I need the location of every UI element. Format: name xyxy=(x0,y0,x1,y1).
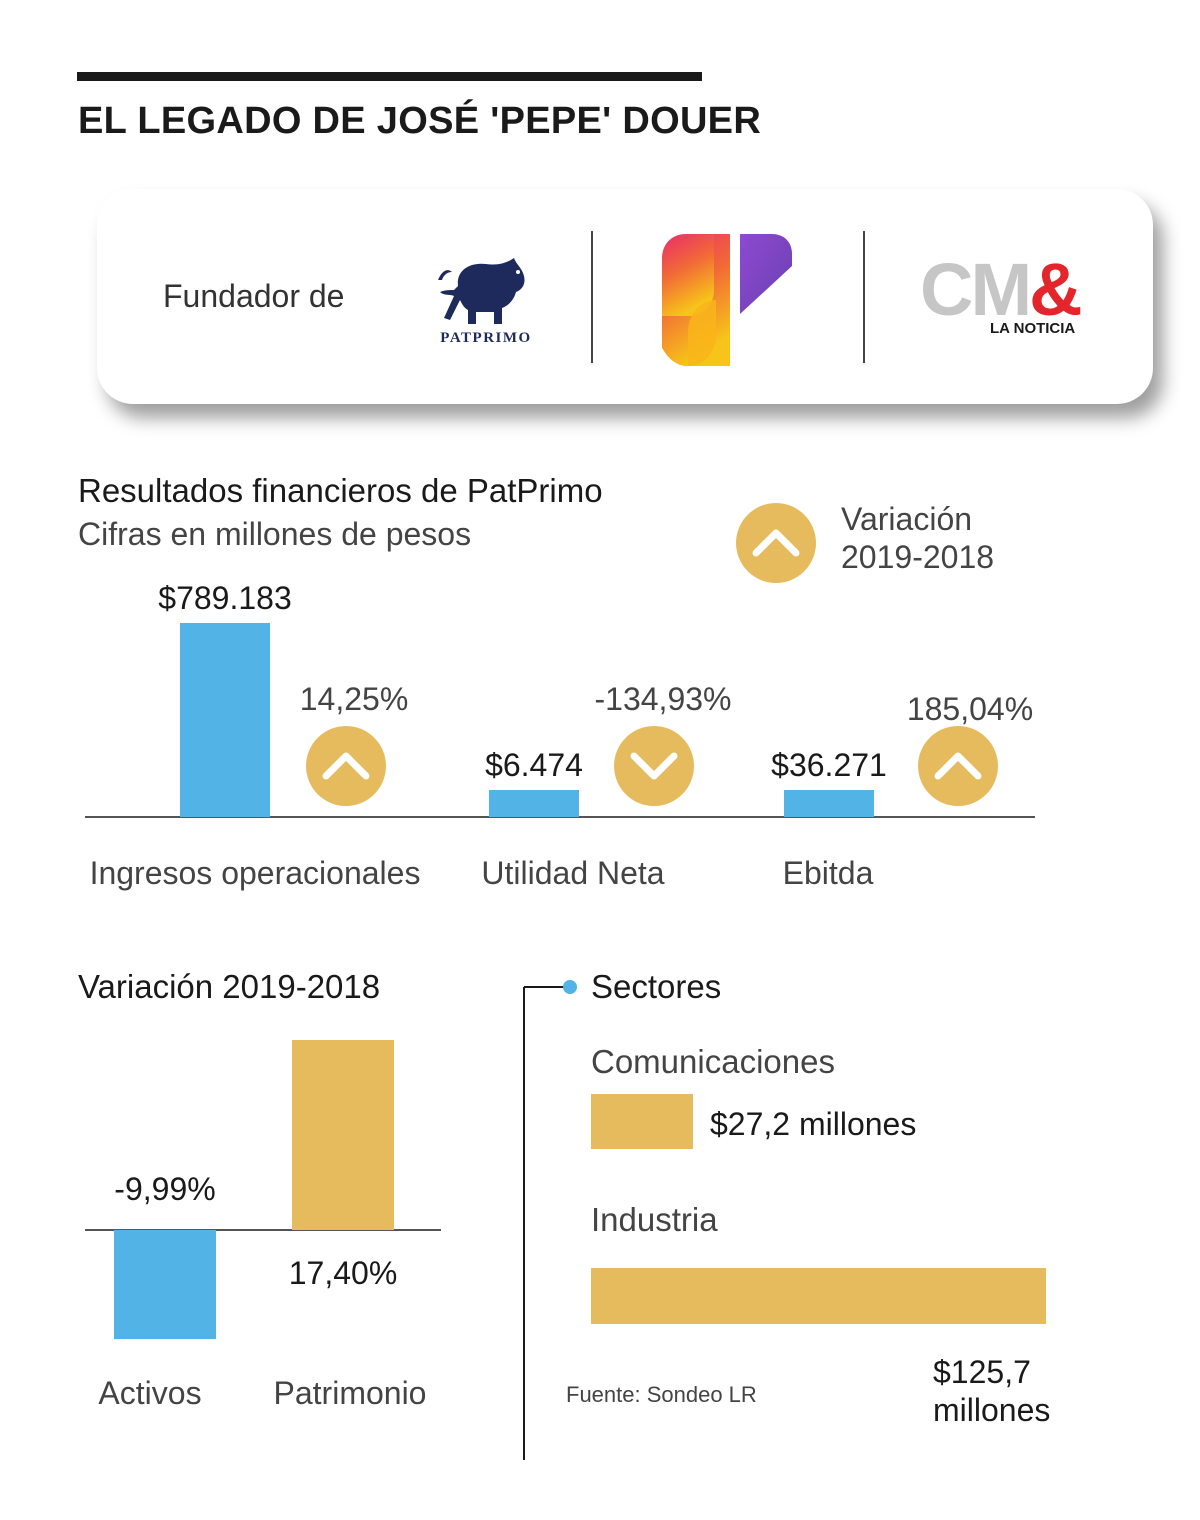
sectors-connector xyxy=(523,980,577,1460)
legend-label-line2: 2019-2018 xyxy=(841,539,995,575)
legend-label-line1: Variación xyxy=(841,501,973,537)
founder-label: Fundador de xyxy=(163,278,345,314)
logo-divider xyxy=(591,231,593,363)
patprimo-logo-text: PATPRIMO xyxy=(440,330,532,346)
sectors-bullet xyxy=(563,980,577,994)
legend-arrow-up-icon xyxy=(736,503,816,583)
sector-label-comunicaciones: Comunicaciones xyxy=(591,1043,835,1080)
cm-logo: CM& xyxy=(920,248,1083,331)
bar-industria xyxy=(591,1268,1046,1324)
source-note: Fuente: Sondeo LR xyxy=(566,1382,757,1407)
patprimo-lion-logo xyxy=(438,258,525,324)
variation-label: 14,25% xyxy=(300,681,409,717)
variation-label: 185,04% xyxy=(907,691,1033,727)
category-label: Activos xyxy=(98,1375,201,1411)
category-label: Ebitda xyxy=(783,855,874,891)
top-rule xyxy=(77,72,702,81)
financial-results-subtitle: Cifras en millones de pesos xyxy=(78,516,472,552)
variation-title: Variación 2019-2018 xyxy=(78,968,381,1005)
bar-value-label: $789.183 xyxy=(158,580,291,616)
bar-patrimonio xyxy=(292,1040,394,1230)
page-title: EL LEGADO DE JOSÉ 'PEPE' DOUER xyxy=(78,100,762,142)
sectors-chart: Comunicaciones $27,2 millones Industria $12… xyxy=(591,1043,1050,1428)
variation-label: -134,93% xyxy=(595,681,732,717)
bar-value-label: $27,2 millones xyxy=(710,1106,916,1142)
bar-2 xyxy=(489,790,579,817)
channel-1-logo xyxy=(662,234,792,366)
sector-label-industria: Industria xyxy=(591,1201,718,1238)
category-label: Utilidad Neta xyxy=(481,855,664,891)
bar-value-label: $36.271 xyxy=(771,747,887,783)
financial-results-chart: $789.183 14,25% $6.474 -134,93% $36.271 185,0… xyxy=(85,580,1035,891)
cm-logo-tagline: LA NOTICIA xyxy=(990,320,1076,337)
arrow-up-icon xyxy=(306,726,386,806)
logo-divider xyxy=(863,231,865,363)
founder-card xyxy=(97,189,1153,404)
category-label: Ingresos operacionales xyxy=(90,855,421,891)
bar-value-label: millones xyxy=(933,1392,1050,1428)
bar-3 xyxy=(784,790,874,817)
financial-results-title: Resultados financieros de PatPrimo xyxy=(78,472,603,509)
sectors-title: Sectores xyxy=(591,968,722,1005)
bar-activos xyxy=(114,1230,216,1340)
bar-1 xyxy=(180,623,270,817)
variation-chart: -9,99% Activos 17,40% Patrimonio xyxy=(85,1040,441,1411)
bar-comunicaciones xyxy=(591,1094,693,1149)
bar-value-label: 17,40% xyxy=(289,1255,398,1291)
bar-value-label: -9,99% xyxy=(114,1171,215,1207)
arrow-up-icon xyxy=(918,726,998,806)
bar-value-label: $125,7 xyxy=(933,1354,1031,1390)
arrow-down-icon xyxy=(614,726,694,806)
bar-value-label: $6.474 xyxy=(485,747,583,783)
category-label: Patrimonio xyxy=(274,1375,427,1411)
